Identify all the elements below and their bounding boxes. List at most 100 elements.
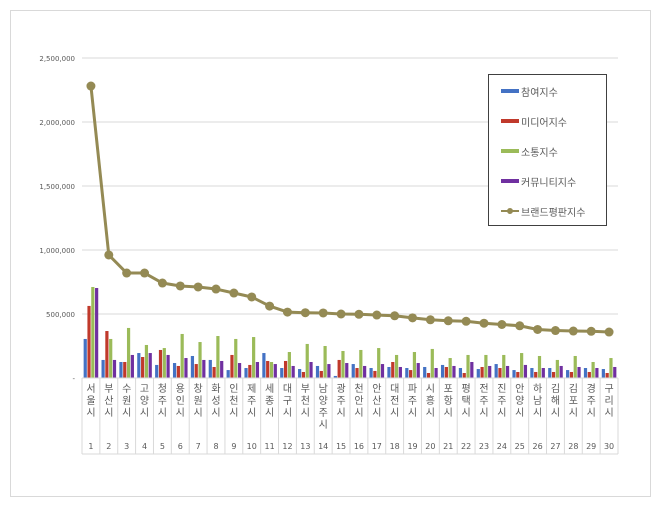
bar [520, 353, 524, 378]
x-category-label: 시 [533, 407, 542, 419]
line-marker [550, 326, 560, 336]
x-category-label: 주 [158, 396, 167, 407]
y-tick-label: 500,000 [46, 311, 75, 319]
bar [266, 360, 270, 378]
x-rank-label: 28 [568, 442, 578, 451]
bar [516, 371, 520, 378]
bar [434, 368, 438, 378]
bar [462, 373, 466, 378]
bar [87, 305, 91, 378]
bar [130, 354, 134, 378]
y-tick-label: 1,500,000 [39, 183, 75, 191]
bar [523, 364, 528, 378]
x-rank-label: 15 [336, 442, 346, 451]
x-category-label: 천 [229, 395, 238, 407]
x-rank-label: 26 [533, 442, 543, 451]
bar [180, 333, 184, 378]
x-category-label: 용 [176, 383, 185, 395]
bar [323, 346, 327, 378]
bar [405, 368, 409, 378]
bar [448, 358, 452, 378]
legend-swatch-participation [501, 89, 519, 93]
bar [158, 349, 163, 378]
x-category-label: 화 [211, 383, 220, 395]
x-category-label: 주 [319, 408, 328, 419]
x-category-label: 시 [176, 407, 185, 419]
bar [613, 366, 617, 378]
x-category-label: 광 [336, 383, 345, 395]
x-category-label: 시 [444, 407, 453, 419]
line-marker [157, 278, 167, 288]
bar [412, 352, 417, 378]
bar [91, 286, 95, 378]
bar [512, 370, 516, 378]
x-category-label: 시 [158, 407, 167, 419]
x-category-label: 파 [408, 383, 417, 395]
bar [359, 349, 363, 378]
bar [333, 375, 337, 378]
line-marker [586, 326, 596, 336]
bar [220, 360, 224, 378]
bar [234, 338, 238, 378]
x-category-label: 양 [319, 395, 328, 407]
x-category-label: 전 [390, 395, 399, 407]
x-category-label: 남 [319, 383, 328, 395]
x-rank-label: 2 [106, 442, 111, 451]
x-category-label: 시 [515, 407, 524, 419]
x-category-label: 택 [462, 395, 471, 407]
x-rank-label: 6 [178, 442, 183, 451]
line-marker [282, 307, 292, 317]
x-category-label: 하 [533, 382, 542, 395]
bar [476, 369, 480, 378]
line-marker [247, 292, 257, 302]
bar [172, 363, 177, 378]
line-marker [175, 281, 185, 291]
line-marker [193, 282, 203, 292]
x-category-label: 산 [104, 395, 113, 407]
line-marker [318, 308, 328, 318]
x-category-label: 천 [354, 383, 363, 395]
y-tick-label: 2,000,000 [39, 119, 75, 127]
line-marker [479, 318, 489, 328]
x-rank-label: 5 [160, 442, 165, 451]
bar [387, 366, 391, 378]
x-category-label: 흥 [426, 394, 435, 407]
bar [83, 338, 87, 378]
x-category-label: 부 [301, 384, 310, 395]
x-category-label: 구 [604, 384, 613, 395]
chart-legend: 참여지수 미디어지수 소통지수 커뮤니티지수 브랜드평판지수 [488, 74, 607, 226]
legend-item-media: 미디어지수 [501, 114, 567, 129]
x-rank-label: 9 [231, 442, 236, 451]
line-marker [104, 250, 114, 260]
bar [591, 362, 595, 378]
x-axis: 서울시1부산시2수원시3고양시4청주시5용인시6창원시7화성시8인천시9제주시1… [81, 377, 619, 455]
bar [319, 370, 323, 378]
bar [144, 344, 149, 378]
bar [548, 368, 552, 378]
bar [283, 360, 288, 378]
line-marker [86, 81, 96, 91]
bar [452, 365, 456, 378]
bar [494, 364, 498, 378]
bar [409, 370, 413, 378]
bar [380, 364, 385, 378]
x-category-label: 서 [86, 383, 95, 395]
bar [148, 353, 152, 378]
x-category-label: 시 [426, 383, 435, 395]
bar [226, 370, 230, 378]
x-category-label: 시 [354, 407, 363, 419]
bar [166, 354, 170, 378]
bar [480, 366, 484, 378]
bar [426, 373, 431, 378]
x-category-label: 경 [587, 382, 596, 395]
bar [255, 362, 260, 378]
x-rank-label: 23 [479, 442, 489, 451]
x-category-label: 인 [229, 383, 238, 395]
x-category-label: 시 [229, 407, 238, 419]
y-tick-label: - [72, 375, 75, 383]
bar [141, 357, 145, 378]
bar [577, 366, 581, 378]
bar [212, 366, 216, 378]
x-category-label: 제 [247, 383, 256, 395]
x-rank-label: 1 [88, 442, 93, 451]
